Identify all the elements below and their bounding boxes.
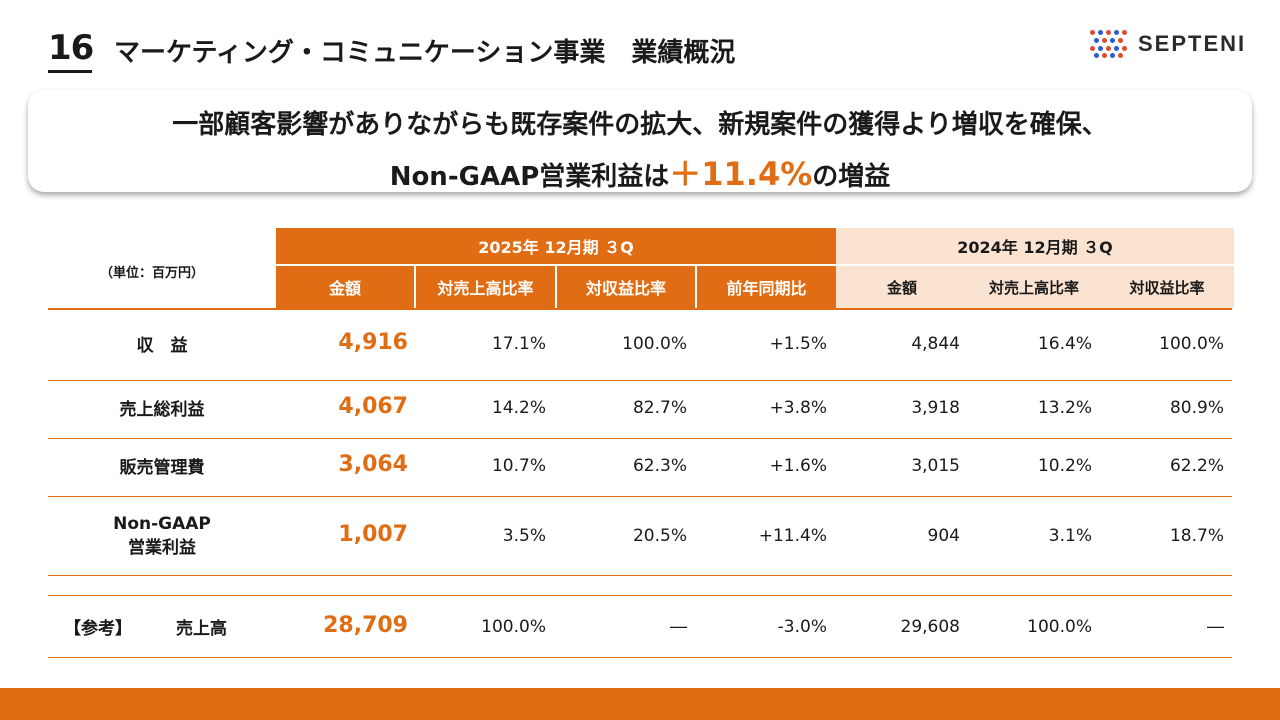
table-rule <box>48 657 1232 658</box>
table-cell: 20.5% <box>632 526 687 546</box>
headline-line1: 一部顧客影響がありながらも既存案件の拡大、新規案件の獲得より増収を確保、 <box>172 110 1108 140</box>
septeni-logo: SEPTENI <box>1090 30 1246 58</box>
table-rule <box>48 595 1232 596</box>
table-cell: 29,608 <box>900 617 960 637</box>
table-cell: 62.3% <box>632 456 687 476</box>
table-cell: 10.7% <box>491 456 546 476</box>
table-cell-amount: 28,709 <box>323 613 408 638</box>
table-cell: 4,844 <box>911 334 960 354</box>
table-cell-amount: 4,067 <box>338 394 408 419</box>
prior-col-header-sales-ratio: 対売上高比率 <box>968 266 1100 308</box>
row-label-line1: Non-GAAP <box>113 514 211 534</box>
footer-bar <box>0 688 1280 720</box>
table-cell: +1.6% <box>769 456 827 476</box>
table-cell: ― <box>670 617 687 637</box>
table-cell-amount: 3,064 <box>338 452 408 477</box>
table-cell: +3.8% <box>769 398 827 418</box>
table-cell: 14.2% <box>491 398 546 418</box>
current-period-header: 2025年 12月期 ３Q <box>276 228 836 264</box>
headline-suffix: の増益 <box>812 162 891 192</box>
table-rule <box>48 308 1232 310</box>
table-rule <box>48 380 1232 381</box>
unit-label: （単位：百万円） <box>100 266 205 281</box>
table-cell: +1.5% <box>769 334 827 354</box>
page-number-underline <box>48 70 92 73</box>
table-cell: 100.0% <box>1159 334 1224 354</box>
logo-dots-icon <box>1090 30 1130 58</box>
table-cell-amount: 1,007 <box>338 522 408 547</box>
headline-banner: 一部顧客影響がありながらも既存案件の拡大、新規案件の獲得より増収を確保、 Non… <box>28 90 1252 195</box>
table-cell: 3.5% <box>502 526 546 546</box>
page-title: マーケティング・コミュニケーション事業 業績概況 <box>114 38 736 68</box>
page-number: 16 <box>48 28 94 68</box>
row-label-non-gaap-op-profit: Non-GAAP 営業利益 <box>48 512 276 560</box>
table-cell: 80.9% <box>1169 398 1224 418</box>
col-header-amount: 金額 <box>276 266 414 308</box>
table-cell: 18.7% <box>1169 526 1224 546</box>
table-cell: ― <box>1207 617 1224 637</box>
table-cell: 62.2% <box>1169 456 1224 476</box>
row-label-revenue: 収 益 <box>136 336 188 356</box>
row-label-sga: 販売管理費 <box>119 458 205 478</box>
row-label-gross-profit: 売上総利益 <box>119 400 205 420</box>
row-label-net-sales: 売上高 <box>176 619 227 639</box>
table-cell-amount: 4,916 <box>338 330 408 355</box>
table-cell: 10.2% <box>1037 456 1092 476</box>
col-header-sales-ratio: 対売上高比率 <box>416 266 555 308</box>
reference-tag: 【参考】 <box>64 619 132 639</box>
col-header-yoy: 前年同期比 <box>697 266 836 308</box>
table-cell: 3.1% <box>1048 526 1092 546</box>
logo-text: SEPTENI <box>1138 31 1247 56</box>
table-cell: 100.0% <box>1027 617 1092 637</box>
headline-prefix: Non-GAAP営業利益は <box>389 162 670 192</box>
prior-col-header-amount: 金額 <box>836 266 968 308</box>
table-cell: 17.1% <box>491 334 546 354</box>
table-cell: -3.0% <box>777 617 827 637</box>
table-rule <box>48 575 1232 576</box>
table-rule <box>48 438 1232 439</box>
col-header-revenue-ratio: 対収益比率 <box>557 266 695 308</box>
table-cell: 3,015 <box>911 456 960 476</box>
table-cell: +11.4% <box>758 526 827 546</box>
table-cell: 100.0% <box>481 617 546 637</box>
table-rule <box>48 496 1232 497</box>
table-cell: 100.0% <box>622 334 687 354</box>
table-cell: 16.4% <box>1037 334 1092 354</box>
table-cell: 3,918 <box>911 398 960 418</box>
row-label-line2: 営業利益 <box>128 538 196 558</box>
table-cell: 82.7% <box>632 398 687 418</box>
headline-accent: ＋11.4% <box>669 155 813 193</box>
table-cell: 13.2% <box>1037 398 1092 418</box>
prior-col-header-revenue-ratio: 対収益比率 <box>1100 266 1234 308</box>
table-cell: 904 <box>927 526 960 546</box>
prior-period-header: 2024年 12月期 ３Q <box>836 228 1234 264</box>
headline-line2: Non-GAAP営業利益は＋11.4%の増益 <box>28 149 1252 195</box>
